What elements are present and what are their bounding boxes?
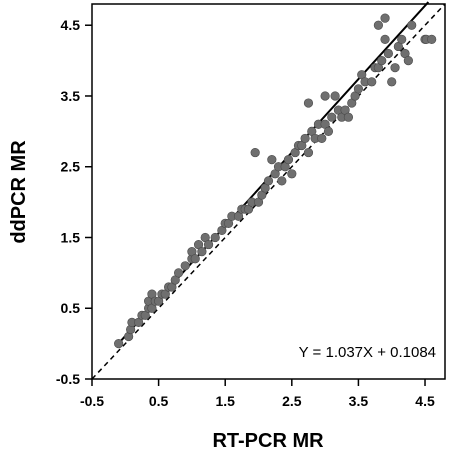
data-point-78: [387, 77, 397, 87]
data-point-89: [380, 34, 390, 44]
data-point-27: [210, 232, 220, 243]
x-axis-ticks: -0.5 0.5 1.5 2.5 3.5 4.5: [80, 379, 435, 409]
x-tick-label: 0.5: [149, 393, 169, 409]
data-point-66: [343, 112, 354, 122]
data-point-45: [277, 176, 287, 186]
y-tick-label: 2.5: [61, 159, 81, 175]
x-tick-label: 4.5: [415, 393, 435, 409]
data-point-60: [323, 126, 334, 136]
y-axis-title: ddPCR MR: [8, 140, 30, 244]
data-point-59: [320, 91, 330, 101]
data-point-77: [383, 48, 393, 59]
data-point-69: [353, 84, 364, 94]
data-points-group: [114, 13, 437, 349]
data-point-79: [390, 63, 400, 73]
data-point-81: [397, 34, 407, 44]
data-point-41: [263, 176, 274, 186]
data-point-53: [303, 147, 314, 158]
data-point-24: [197, 247, 207, 257]
y-tick-label: 4.5: [61, 17, 81, 33]
data-point-76: [380, 13, 390, 23]
identity-line: [91, 3, 446, 380]
data-point-87: [373, 20, 383, 30]
data-point-62: [330, 91, 340, 101]
data-point-90: [427, 34, 437, 44]
data-point-0: [114, 339, 124, 349]
data-point-42: [267, 155, 277, 165]
y-tick-label: -0.5: [56, 371, 80, 387]
y-axis-ticks: -0.5 0.5 1.5 2.5 3.5 4.5: [56, 17, 92, 387]
data-point-75: [377, 56, 387, 66]
y-tick-label: 0.5: [61, 300, 81, 316]
x-tick-label: 1.5: [215, 393, 235, 409]
data-point-19: [180, 261, 190, 271]
data-point-37: [250, 147, 260, 158]
data-point-52: [300, 133, 310, 144]
x-tick-label: 2.5: [282, 393, 302, 409]
data-point-26: [203, 239, 214, 250]
y-tick-label: 3.5: [61, 88, 81, 104]
data-point-61: [327, 112, 337, 122]
regression-equation: Y = 1.037X + 0.1084: [299, 344, 436, 361]
data-point-48: [287, 169, 297, 179]
x-tick-label: -0.5: [80, 393, 104, 409]
data-point-72: [367, 77, 377, 87]
y-tick-label: 1.5: [61, 229, 81, 245]
data-point-57: [317, 133, 327, 144]
data-point-22: [190, 254, 200, 264]
data-point-83: [403, 56, 413, 66]
data-point-88: [303, 98, 314, 108]
x-tick-label: 3.5: [349, 393, 369, 409]
data-point-47: [283, 155, 294, 165]
data-point-84: [407, 20, 417, 30]
x-axis-title: RT-PCR MR: [212, 430, 324, 452]
data-point-18: [173, 268, 184, 278]
